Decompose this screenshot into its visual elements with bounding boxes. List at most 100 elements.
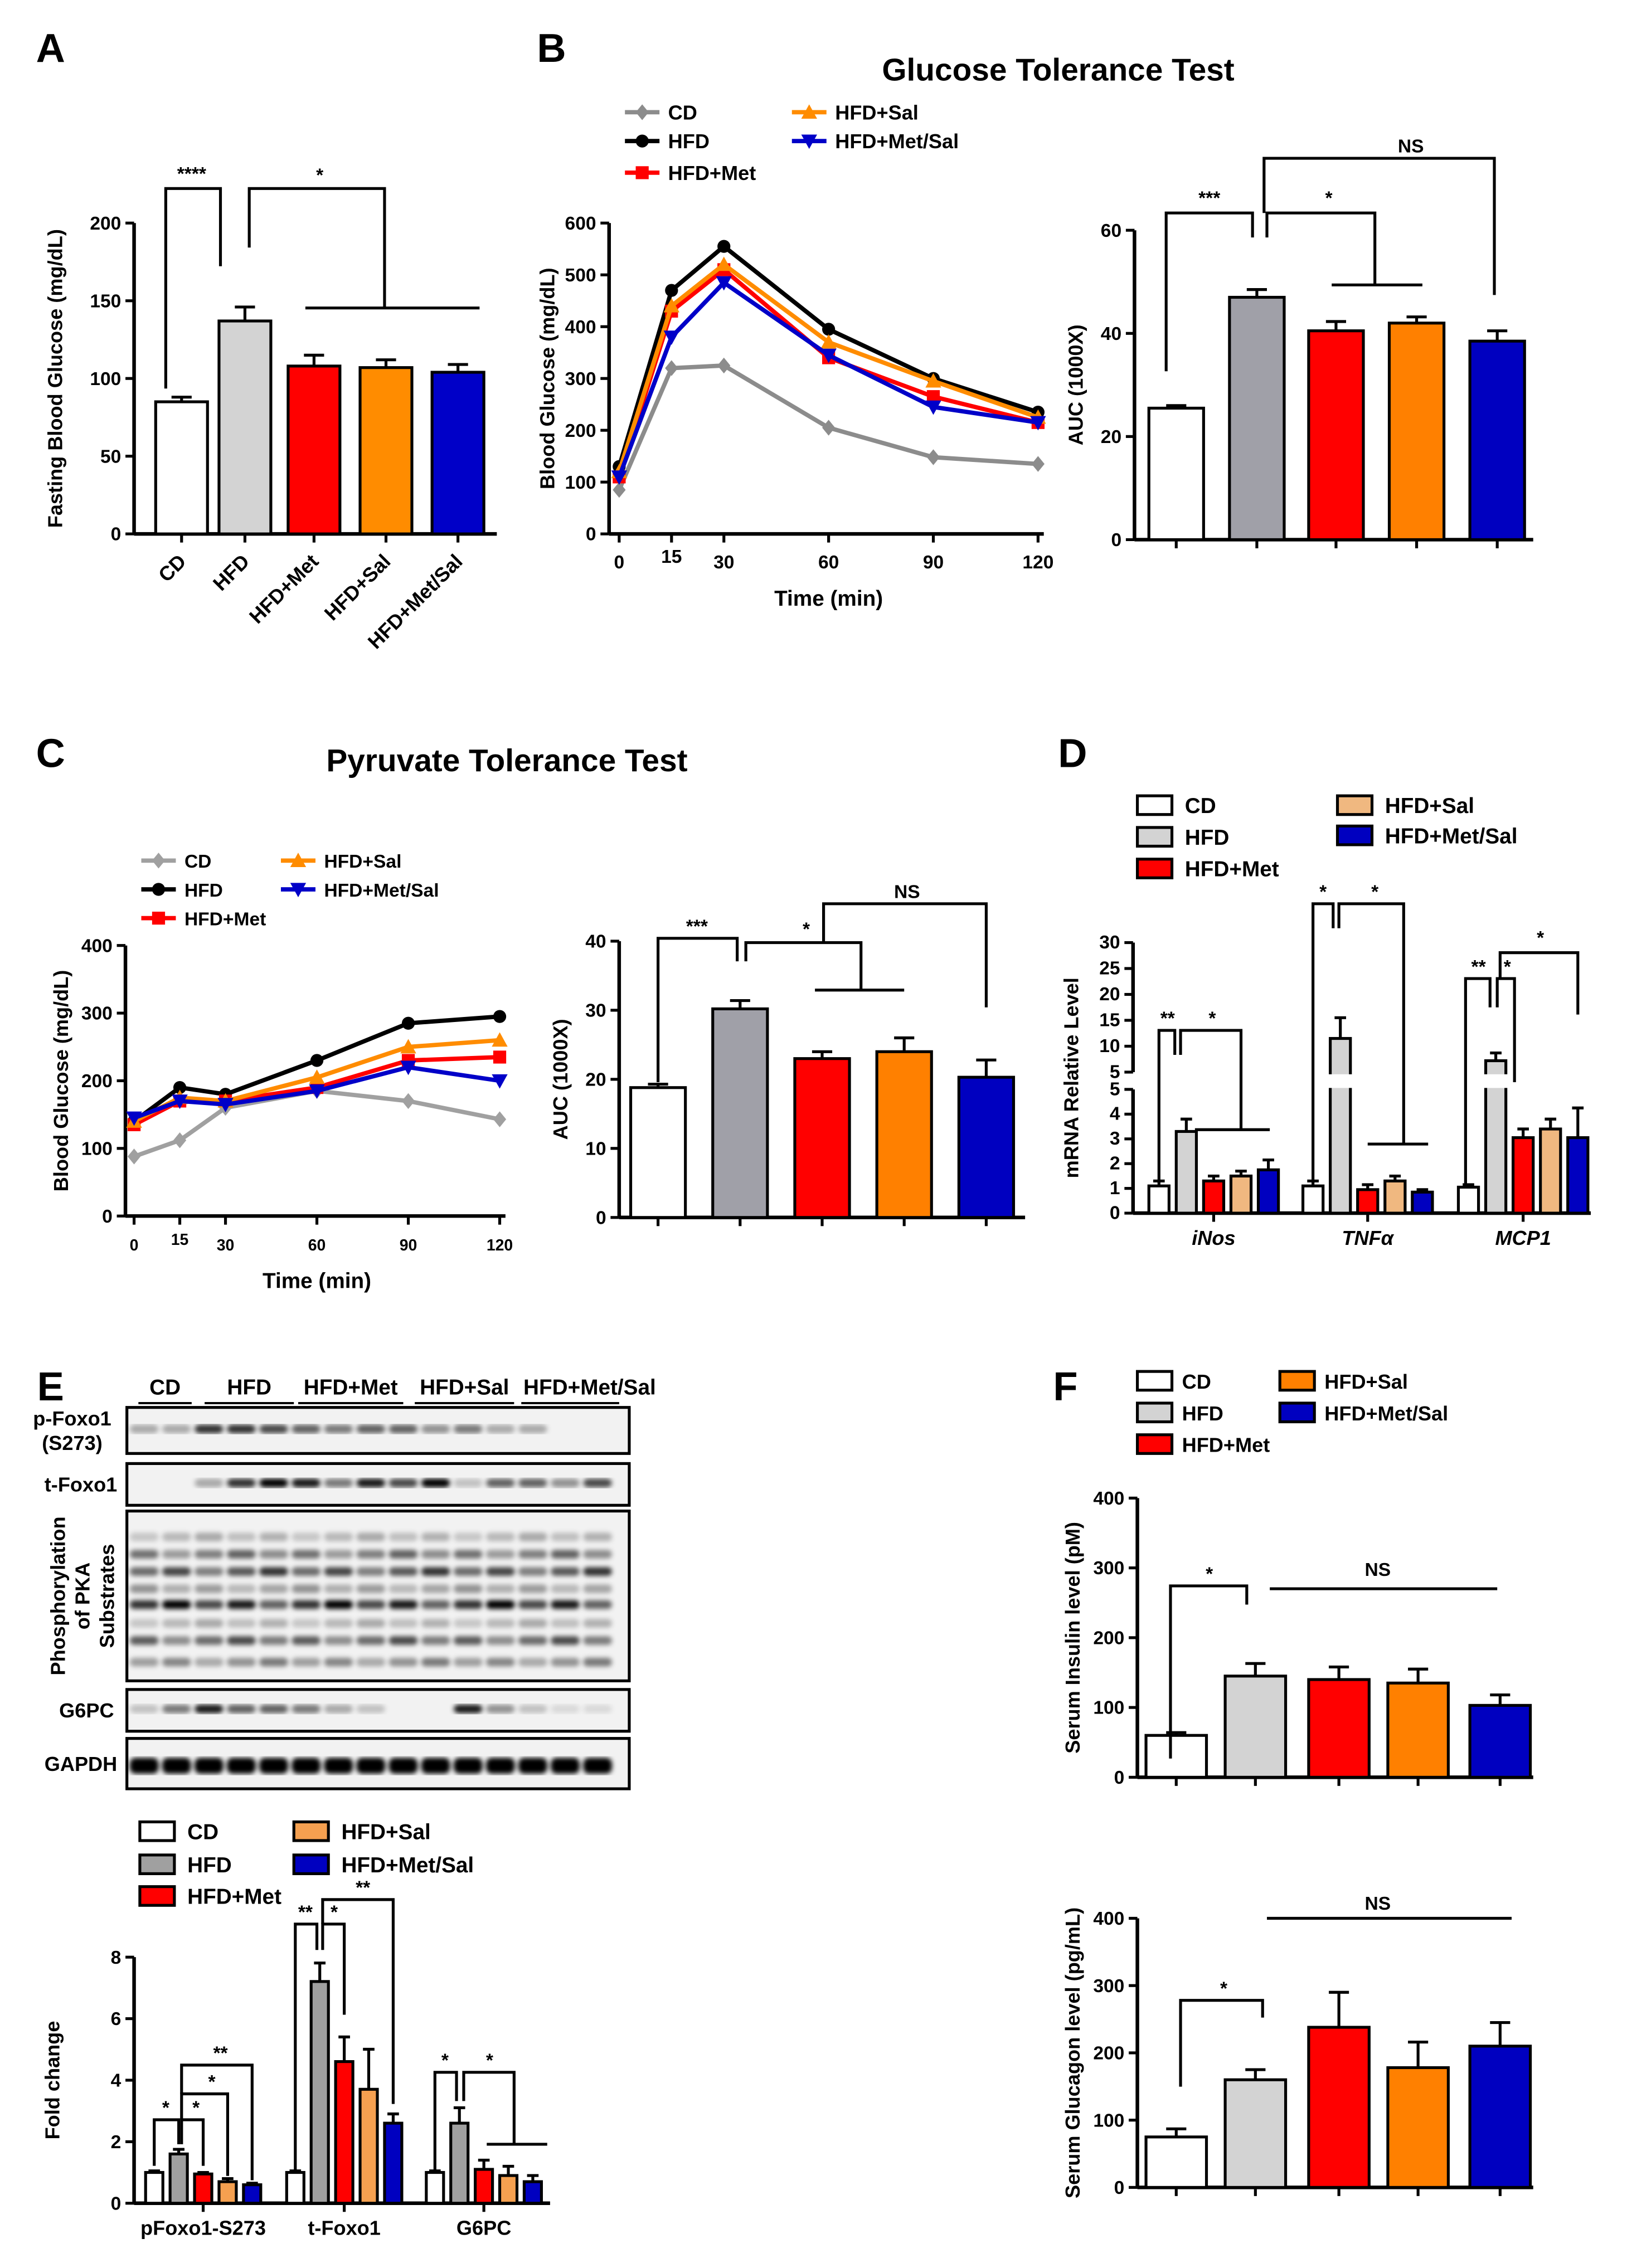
band bbox=[259, 1532, 288, 1541]
significance-bracket bbox=[462, 2071, 516, 2144]
y-tick-label: 100 bbox=[565, 473, 596, 493]
bar bbox=[474, 2168, 494, 2205]
y-tick-label: 0 bbox=[586, 524, 596, 545]
marker-diamond bbox=[926, 449, 940, 465]
legend-label: HFD+Met bbox=[1182, 1434, 1270, 1457]
legend-swatch bbox=[1135, 1401, 1174, 1424]
significance-label: **** bbox=[177, 164, 207, 184]
y-tick-label: 400 bbox=[1093, 1909, 1124, 1929]
panel-label: D bbox=[1058, 731, 1087, 776]
band bbox=[421, 1584, 450, 1593]
significance-bracket bbox=[1495, 977, 1516, 1083]
legend-label: HFD+Sal bbox=[835, 101, 919, 124]
blot-row-label: Phosphorylation bbox=[47, 1516, 70, 1675]
bar bbox=[217, 319, 273, 536]
legend-swatch bbox=[292, 1853, 330, 1875]
marker-triangle-down bbox=[716, 276, 732, 291]
bar bbox=[193, 2172, 213, 2205]
marker-triangle-down bbox=[217, 1098, 234, 1113]
significance-bracket bbox=[744, 941, 863, 990]
band bbox=[485, 1619, 515, 1628]
y-tick-label: 30 bbox=[1099, 932, 1120, 953]
significance-label: ** bbox=[213, 2043, 228, 2064]
band bbox=[518, 1424, 547, 1434]
band bbox=[162, 1532, 191, 1541]
y-axis-label: Fold change bbox=[41, 2021, 64, 2140]
band bbox=[388, 1758, 418, 1774]
band bbox=[485, 1704, 515, 1714]
band bbox=[421, 1636, 450, 1645]
significance-label: * bbox=[1220, 1978, 1228, 1999]
band bbox=[421, 1478, 450, 1488]
band bbox=[453, 1424, 483, 1434]
bar bbox=[1223, 1675, 1288, 1779]
band bbox=[227, 1758, 256, 1774]
marker-triangle-down bbox=[309, 1084, 325, 1099]
band bbox=[453, 1550, 483, 1559]
band bbox=[195, 1619, 224, 1628]
series-line bbox=[133, 1065, 501, 1120]
x-tick-label: 15 bbox=[661, 547, 682, 567]
band bbox=[583, 1704, 612, 1714]
bar bbox=[1539, 1127, 1562, 1215]
bar bbox=[309, 1980, 330, 2205]
legend-swatch bbox=[138, 1820, 176, 1842]
band bbox=[162, 1424, 191, 1434]
band bbox=[162, 1636, 191, 1645]
legend-swatch bbox=[1135, 1433, 1174, 1455]
significance-label: * bbox=[208, 2072, 216, 2092]
band bbox=[583, 1758, 612, 1774]
legend-label: HFD+Sal bbox=[341, 1820, 430, 1844]
marker-diamond bbox=[127, 1148, 141, 1165]
y-axis-label: Fasting Blood Glucose (mg/dL) bbox=[43, 229, 66, 528]
significance-label: * bbox=[1371, 882, 1379, 902]
marker-triangle-down bbox=[1030, 416, 1046, 431]
band bbox=[195, 1550, 224, 1559]
band bbox=[518, 1550, 547, 1559]
significance-label: ** bbox=[298, 1902, 313, 1923]
band bbox=[227, 1658, 256, 1667]
bar bbox=[1307, 329, 1365, 542]
band bbox=[129, 1619, 159, 1628]
legend-label: HFD bbox=[187, 1853, 232, 1877]
legend-label: HFD+Met bbox=[184, 909, 266, 930]
marker-circle bbox=[401, 1016, 415, 1030]
band bbox=[162, 1704, 191, 1714]
y-tick-label: 0 bbox=[1111, 530, 1121, 551]
band bbox=[421, 1550, 450, 1559]
band bbox=[356, 1619, 386, 1628]
band bbox=[129, 1636, 159, 1645]
legend-label: HFD+Sal bbox=[1324, 1370, 1408, 1393]
marker-circle bbox=[822, 323, 836, 336]
y-tick-label: 150 bbox=[90, 291, 121, 312]
legend-swatch bbox=[1335, 824, 1374, 846]
band bbox=[259, 1584, 288, 1593]
band bbox=[485, 1636, 515, 1645]
significance-bracket bbox=[180, 2118, 205, 2166]
bar bbox=[793, 1057, 851, 1219]
marker-circle bbox=[310, 1054, 324, 1067]
y-tick-label: 20 bbox=[1101, 427, 1121, 447]
band bbox=[195, 1532, 224, 1541]
band bbox=[485, 1567, 515, 1576]
band bbox=[485, 1532, 515, 1541]
blot-bands bbox=[129, 1704, 612, 1714]
y-tick-label: 200 bbox=[81, 1071, 113, 1092]
band bbox=[485, 1758, 515, 1774]
significance-label: * bbox=[486, 2050, 494, 2071]
band bbox=[195, 1658, 224, 1667]
bar bbox=[629, 1086, 687, 1219]
bar bbox=[1386, 1681, 1450, 1779]
blot-row-label: t-Foxo1 bbox=[45, 1473, 118, 1496]
band bbox=[518, 1532, 547, 1541]
band bbox=[227, 1424, 256, 1434]
legend-label: HFD+Met/Sal bbox=[341, 1853, 474, 1877]
band bbox=[356, 1478, 386, 1488]
band bbox=[324, 1636, 353, 1645]
band bbox=[259, 1658, 288, 1667]
band bbox=[485, 1584, 515, 1593]
y-tick-label: 6 bbox=[111, 2009, 122, 2029]
significance-label: * bbox=[162, 2098, 170, 2119]
band bbox=[551, 1532, 580, 1541]
